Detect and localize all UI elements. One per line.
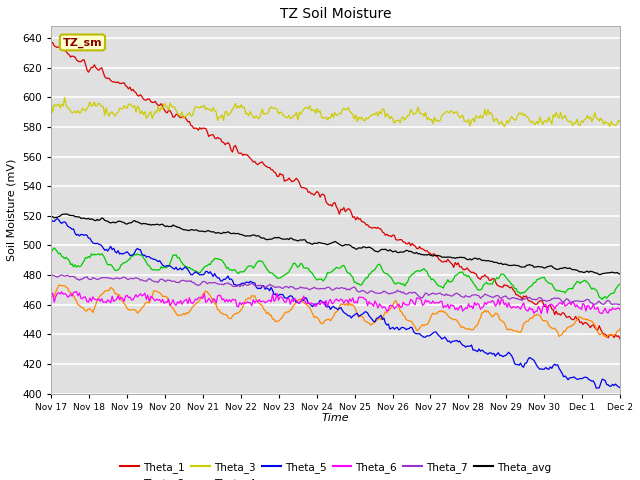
Title: TZ Soil Moisture: TZ Soil Moisture (280, 7, 392, 21)
X-axis label: Time: Time (322, 413, 349, 423)
Text: TZ_sm: TZ_sm (63, 37, 102, 48)
Y-axis label: Soil Moisture (mV): Soil Moisture (mV) (7, 159, 17, 261)
Legend: Theta_1, Theta_2, Theta_3, Theta_4, Theta_5, Theta_6, Theta_7, Theta_avg: Theta_1, Theta_2, Theta_3, Theta_4, Thet… (116, 457, 556, 480)
